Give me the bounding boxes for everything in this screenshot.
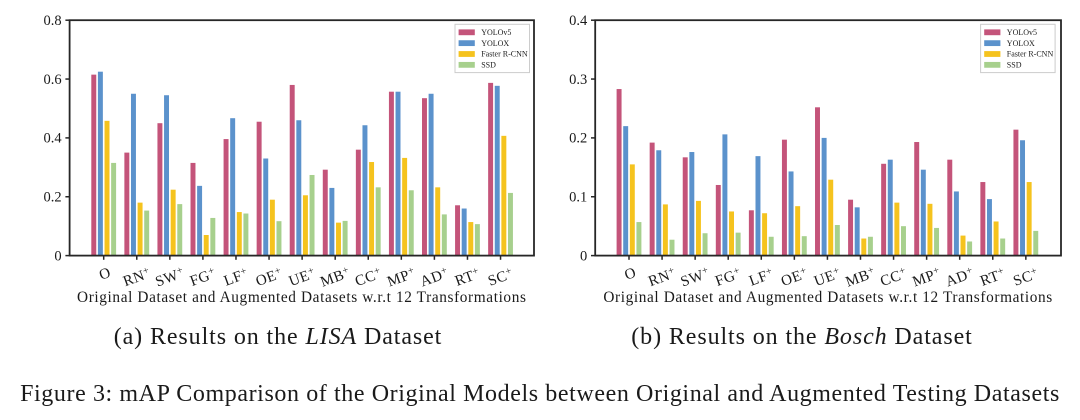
svg-text:(b) Results on the Bosch Datas: (b) Results on the Bosch Dataset	[631, 324, 972, 350]
svg-text:O: O	[97, 265, 113, 284]
svg-text:0: 0	[580, 248, 587, 264]
svg-text:Faster R-CNN: Faster R-CNN	[1007, 50, 1054, 59]
svg-text:YOLOX: YOLOX	[481, 39, 509, 48]
svg-text:0.6: 0.6	[43, 72, 61, 88]
svg-text:SSD: SSD	[1007, 60, 1022, 69]
svg-text:0.3: 0.3	[569, 72, 587, 88]
svg-text:Original Dataset and Augmented: Original Dataset and Augmented Datasets …	[603, 289, 1053, 306]
svg-text:Faster R-CNN: Faster R-CNN	[481, 50, 528, 59]
svg-text:YOLOv5: YOLOv5	[481, 28, 511, 37]
svg-text:SSD: SSD	[481, 60, 496, 69]
svg-text:0.4: 0.4	[43, 131, 62, 147]
svg-text:0.1: 0.1	[569, 190, 587, 206]
svg-text:YOLOX: YOLOX	[1007, 39, 1035, 48]
svg-text:0.2: 0.2	[569, 131, 587, 147]
svg-text:Figure 3: mAP Comparison of th: Figure 3: mAP Comparison of the Original…	[20, 381, 1060, 407]
svg-text:(a) Results on the LISA Datase: (a) Results on the LISA Dataset	[114, 324, 443, 350]
svg-text:YOLOv5: YOLOv5	[1007, 28, 1037, 37]
svg-text:0.8: 0.8	[43, 13, 61, 29]
svg-text:Original Dataset and Augmented: Original Dataset and Augmented Datasets …	[77, 289, 527, 306]
svg-text:0.4: 0.4	[569, 13, 588, 29]
svg-text:O: O	[622, 265, 638, 284]
svg-text:0.2: 0.2	[43, 190, 61, 206]
svg-text:0: 0	[54, 248, 61, 264]
